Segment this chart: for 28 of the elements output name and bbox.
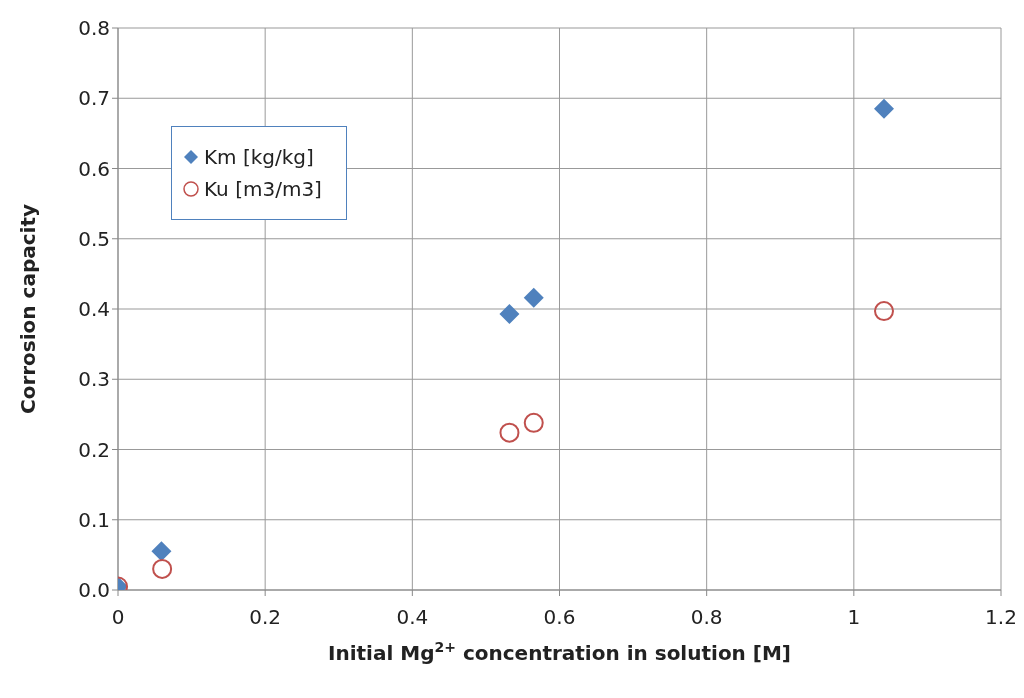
y-tick-label: 0.7 [78, 86, 110, 111]
point [523, 287, 544, 308]
y-tick-label: 0.8 [78, 16, 110, 41]
x-tick-label: 1 [847, 605, 861, 630]
x-tick-label: 0.2 [249, 605, 282, 630]
y-tick-label: 0.4 [78, 297, 110, 322]
y-axis-title: Corrosion capacity [16, 203, 41, 415]
x-tick-label: 0 [111, 605, 125, 630]
x-tick-label: 0.4 [396, 605, 429, 630]
y-tick-label: 0.6 [78, 156, 110, 181]
x-tick-label: 1.2 [985, 605, 1017, 630]
x-axis-title: Initial Mg$^{2+}$ concentration in solution [M] [327, 639, 792, 665]
y-tick-label: 0.3 [78, 367, 110, 392]
point [523, 412, 544, 433]
y-tick-label: 0.0 [78, 578, 110, 603]
point [499, 422, 520, 443]
x-tick-label: 0.8 [690, 605, 723, 630]
point [499, 303, 520, 324]
y-tick-label: 0.1 [78, 507, 110, 532]
x-tick-label: 0.6 [543, 605, 576, 630]
point [152, 558, 173, 579]
legend-label: Km [kg/kg] [204, 145, 314, 169]
point [874, 98, 894, 119]
point [874, 301, 894, 322]
y-tick-label: 0.2 [78, 437, 110, 462]
y-tick-label: 0.5 [78, 226, 110, 251]
legend-label: Ku [m3/m3] [204, 177, 322, 201]
point [151, 541, 172, 562]
